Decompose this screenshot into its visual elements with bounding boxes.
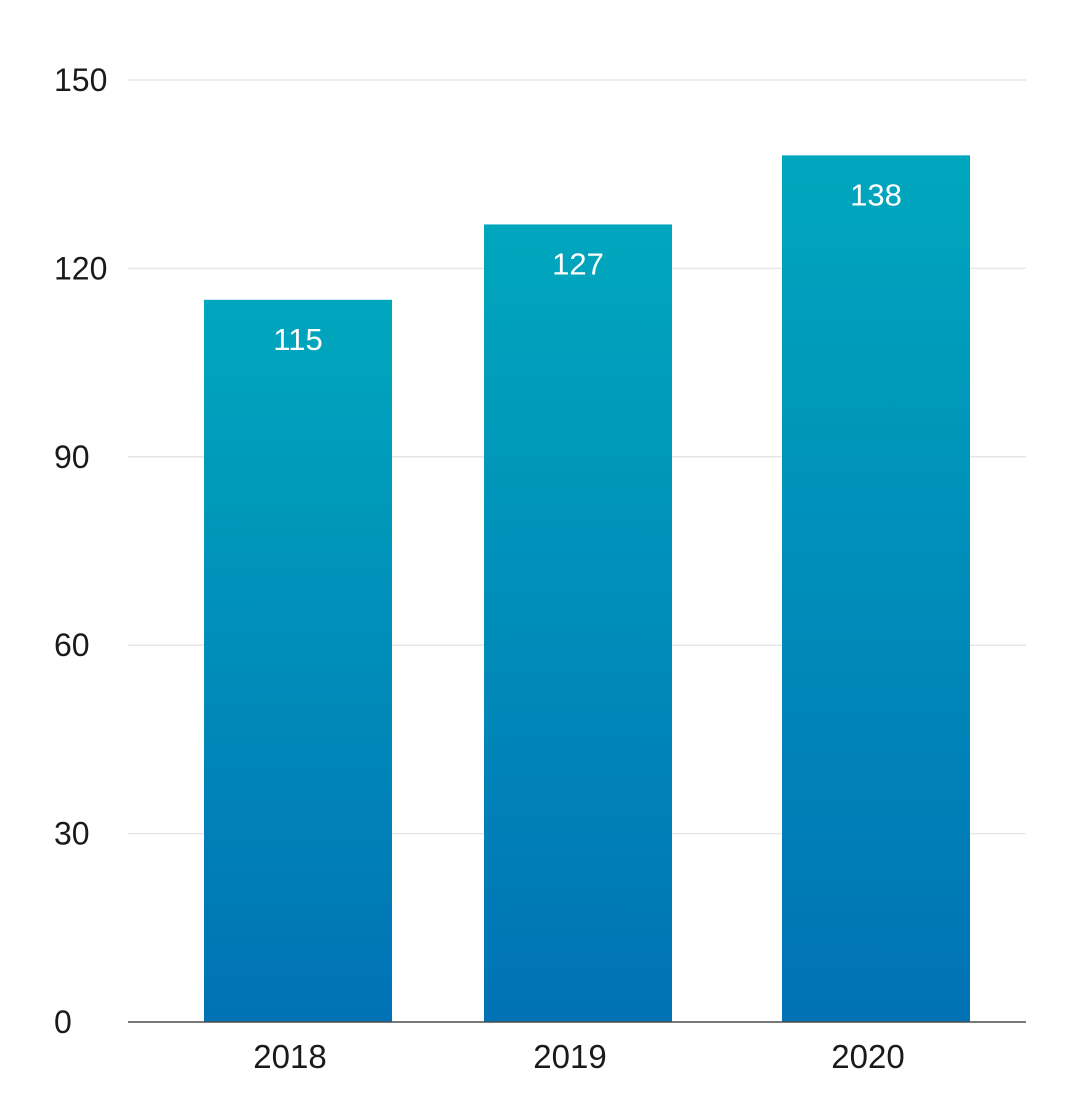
bar-value-label: 138 xyxy=(850,177,902,212)
x-tick-label: 2018 xyxy=(253,1038,326,1075)
data-labels: 115 127 138 xyxy=(273,177,902,356)
y-axis-ticks: 0 30 60 90 120 150 xyxy=(54,62,107,1040)
bar-2020 xyxy=(782,155,970,1023)
y-tick-label: 0 xyxy=(54,1004,72,1040)
y-tick-label: 120 xyxy=(54,250,107,286)
y-tick-label: 30 xyxy=(54,816,90,852)
bar-value-label: 115 xyxy=(273,322,322,357)
y-tick-label: 90 xyxy=(54,439,90,475)
bar-2019 xyxy=(484,224,672,1022)
y-tick-label: 150 xyxy=(54,62,107,98)
y-tick-label: 60 xyxy=(54,627,90,663)
bar-value-label: 127 xyxy=(552,246,604,281)
x-tick-label: 2019 xyxy=(533,1038,606,1075)
bars xyxy=(204,155,970,1023)
x-axis-ticks: 2018 2019 2020 xyxy=(253,1038,904,1075)
x-tick-label: 2020 xyxy=(831,1038,904,1075)
bar-2018 xyxy=(204,299,392,1022)
